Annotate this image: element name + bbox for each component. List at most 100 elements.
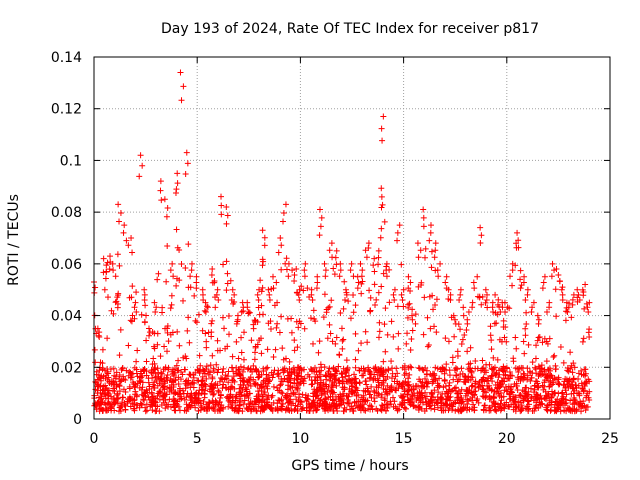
data-point — [284, 399, 291, 406]
data-point — [437, 260, 444, 267]
data-point — [497, 381, 504, 388]
data-point — [179, 371, 186, 378]
data-point — [377, 371, 384, 378]
data-point — [580, 387, 587, 394]
data-point — [359, 404, 366, 411]
data-point — [187, 273, 194, 280]
data-point — [110, 267, 117, 274]
data-point — [493, 389, 500, 396]
data-point — [117, 209, 124, 216]
data-point — [544, 402, 551, 409]
data-point — [195, 311, 202, 318]
data-point — [472, 358, 479, 365]
data-point — [270, 383, 277, 390]
data-point — [247, 382, 254, 389]
data-point — [580, 292, 587, 299]
data-point — [150, 384, 157, 391]
data-point — [238, 334, 245, 341]
data-point — [223, 203, 230, 210]
data-point — [146, 396, 153, 403]
data-point — [565, 368, 572, 375]
data-point — [586, 299, 593, 306]
data-point — [501, 334, 508, 341]
data-point — [434, 399, 441, 406]
data-point — [331, 379, 338, 386]
data-point — [300, 378, 307, 385]
data-point — [482, 299, 489, 306]
data-point — [449, 387, 456, 394]
data-point — [428, 389, 435, 396]
data-point — [270, 353, 277, 360]
data-point — [228, 401, 235, 408]
data-point — [116, 408, 123, 415]
data-point — [506, 396, 513, 403]
data-point — [336, 273, 343, 280]
data-point — [248, 408, 254, 415]
data-point — [280, 209, 287, 216]
data-point — [105, 395, 112, 402]
data-point — [546, 383, 553, 390]
data-point — [295, 324, 302, 331]
data-point — [324, 389, 331, 396]
data-point — [521, 273, 528, 280]
data-point — [221, 376, 228, 383]
data-point — [264, 346, 271, 353]
data-point — [296, 286, 303, 293]
data-point — [132, 299, 139, 306]
data-point — [442, 396, 449, 403]
data-point — [199, 291, 206, 298]
data-point — [110, 365, 117, 372]
data-point — [364, 397, 371, 404]
data-point — [184, 327, 191, 334]
data-point — [522, 332, 529, 339]
data-point — [104, 294, 111, 301]
data-point — [102, 275, 109, 282]
data-point — [494, 384, 501, 391]
data-point — [405, 397, 412, 404]
data-point — [384, 331, 391, 338]
data-point — [560, 359, 567, 366]
data-point — [162, 405, 169, 412]
data-point — [215, 387, 222, 394]
data-point — [166, 396, 173, 403]
data-point — [147, 403, 154, 410]
data-point — [503, 388, 510, 395]
data-point — [517, 408, 524, 415]
data-point — [326, 365, 333, 372]
data-point — [256, 286, 263, 293]
data-point — [540, 279, 547, 286]
data-point — [412, 320, 419, 327]
data-point — [178, 395, 185, 402]
data-point — [470, 401, 477, 408]
data-point — [143, 368, 150, 375]
data-point — [415, 407, 422, 414]
data-point — [337, 267, 344, 274]
data-point — [358, 365, 365, 372]
data-point — [474, 273, 481, 280]
data-point — [250, 325, 257, 332]
data-point — [574, 286, 581, 293]
data-point — [223, 220, 230, 227]
data-point — [285, 273, 292, 280]
data-point — [203, 344, 210, 351]
data-point — [446, 379, 453, 386]
data-point — [265, 320, 272, 327]
data-point — [157, 353, 164, 360]
data-point — [581, 382, 588, 389]
data-point — [538, 400, 545, 407]
data-point — [106, 266, 113, 273]
data-point — [252, 398, 259, 405]
data-point — [359, 267, 366, 274]
data-point — [486, 396, 493, 403]
data-point — [248, 337, 255, 344]
data-point — [122, 402, 129, 409]
data-point — [421, 254, 428, 261]
data-point — [407, 279, 414, 286]
data-point — [363, 254, 370, 261]
data-point — [216, 406, 223, 413]
data-point — [212, 380, 219, 387]
data-point — [525, 341, 532, 348]
data-point — [545, 366, 552, 373]
data-point — [531, 405, 538, 412]
data-point — [450, 312, 457, 319]
